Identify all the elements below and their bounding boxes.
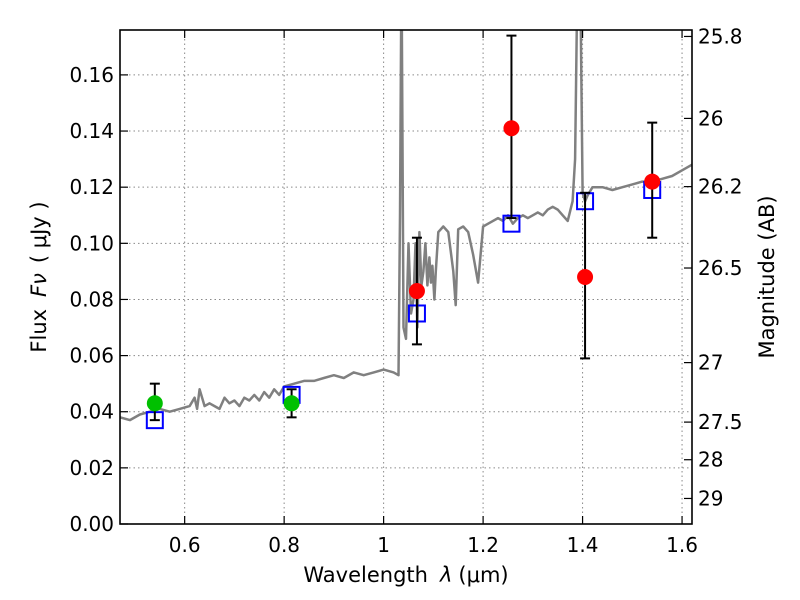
y-tick-label: 0.12 (69, 175, 114, 199)
x-tick-label: 0.8 (268, 533, 300, 557)
magnitude-tick-label: 27.5 (698, 410, 743, 434)
magnitude-tick-label: 28 (698, 448, 723, 472)
ticks: 0.6 0.8 1 1.2 1.4 1.6 0.00 0.02 0.04 0.06 0.08 0.10… (69, 24, 742, 557)
y-tick-label: 0.08 (69, 287, 114, 311)
spectrum-line (120, 30, 692, 422)
x-axis-label: Wavelength λ (μm) (303, 563, 508, 587)
x-axis-label-prefix: Wavelength (303, 563, 428, 587)
y-tick-label: 0.16 (69, 63, 114, 87)
data-layer (120, 30, 692, 430)
detection-point (577, 269, 594, 285)
x-tick-label: 1.2 (467, 533, 499, 557)
y-tick-label: 0.14 (69, 119, 114, 143)
magnitude-tick-label: 26 (698, 106, 723, 130)
y-tick-label: 0.10 (69, 231, 114, 255)
x-tick-label: 0.6 (169, 533, 201, 557)
magnitude-tick-label: 29 (698, 486, 723, 510)
y-tick-label: 0.02 (69, 456, 114, 480)
detection-point (283, 395, 300, 412)
magnitude-tick-label: 26.2 (698, 175, 743, 199)
detection-point (408, 283, 425, 300)
y2-axis-label: Magnitude (AB) (755, 195, 779, 358)
x-axis-label-symbol: λ (439, 563, 452, 587)
y-axis-label: Flux Fν ( μJy ) (27, 201, 51, 352)
y-tick-label: 0.04 (69, 400, 114, 424)
detection-point (146, 395, 163, 412)
magnitude-tick-label: 27 (698, 351, 723, 375)
y-axis-label-unit: ( μJy ) (27, 201, 51, 263)
x-axis-label-unit: (μm) (458, 563, 508, 587)
y-axis-label-symbol: Fν (27, 273, 51, 297)
x-tick-label: 1 (377, 533, 390, 557)
detection-point (644, 173, 661, 190)
magnitude-tick-label: 26.5 (698, 256, 743, 280)
x-tick-label: 1.6 (666, 533, 698, 557)
y-tick-label: 0.06 (69, 344, 114, 368)
y-tick-label: 0.00 (69, 512, 114, 536)
plot-background (120, 30, 692, 524)
detection-point (503, 120, 520, 137)
x-tick-label: 1.4 (567, 533, 599, 557)
magnitude-tick-label: 25.8 (698, 24, 743, 48)
axes-frame (119, 29, 693, 525)
y-axis-label-prefix: Flux (27, 309, 51, 353)
